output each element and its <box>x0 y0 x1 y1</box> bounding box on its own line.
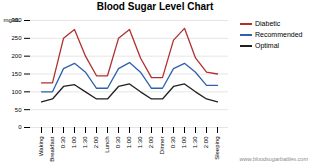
svg-text:1:00: 1:00 <box>126 136 132 148</box>
svg-text:Sleeping: Sleeping <box>214 137 220 160</box>
svg-text:1:00: 1:00 <box>71 136 77 148</box>
html-text:Diabetic: Diabetic <box>255 20 281 27</box>
svg-text:150: 150 <box>11 71 22 77</box>
html-text:www.bloodsugarbattles.com: www.bloodsugarbattles.com <box>239 156 308 162</box>
svg-text:200: 200 <box>11 53 22 59</box>
svg-text:0:30: 0:30 <box>60 136 66 148</box>
svg-text:mg/dL: mg/dL <box>4 17 21 23</box>
svg-text:50: 50 <box>15 107 22 113</box>
svg-text:Dinner: Dinner <box>159 137 165 155</box>
svg-text:0:30: 0:30 <box>170 136 176 148</box>
svg-text:1:30: 1:30 <box>82 136 88 148</box>
svg-text:Lunch: Lunch <box>104 137 110 153</box>
svg-text:250: 250 <box>11 35 22 41</box>
html-text:Recommended: Recommended <box>255 31 303 38</box>
svg-text:2:00: 2:00 <box>93 136 99 148</box>
svg-text:0: 0 <box>18 124 22 130</box>
svg-text:1:30: 1:30 <box>137 136 143 148</box>
svg-text:100: 100 <box>11 89 22 95</box>
html-text:Blood Sugar Level Chart: Blood Sugar Level Chart <box>96 1 214 12</box>
svg-text:0:30: 0:30 <box>115 136 121 148</box>
html-text:Optimal: Optimal <box>255 42 280 49</box>
svg-text:Waking: Waking <box>38 137 44 157</box>
svg-text:1:30: 1:30 <box>192 136 198 148</box>
svg-text:1:00: 1:00 <box>181 136 187 148</box>
svg-text:2:00: 2:00 <box>203 136 209 148</box>
svg-text:2:00: 2:00 <box>148 136 154 148</box>
svg-text:Breakfast: Breakfast <box>49 136 55 162</box>
